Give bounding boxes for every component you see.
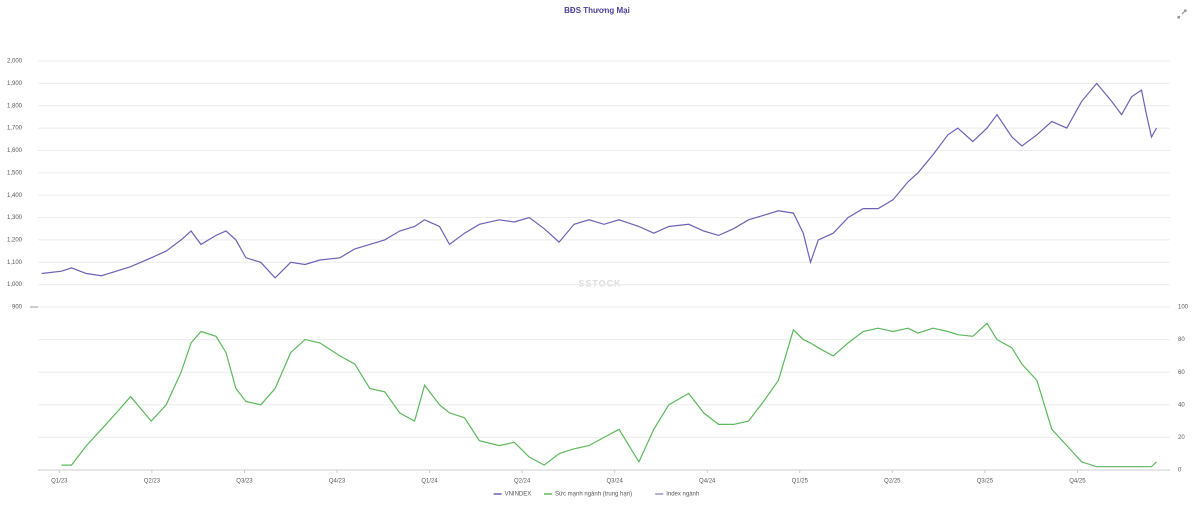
y-tick-label: 1,800 [7, 103, 23, 109]
y-tick-label: 1,600 [7, 148, 23, 154]
y2-tick-label: 100 [1178, 305, 1189, 311]
x-tick-label: Q2/23 [144, 479, 161, 485]
line-series [61, 322, 1157, 468]
legend-label: Sức mạnh ngành (trung hạn) [555, 492, 632, 498]
x-tick-label: Q2/24 [514, 479, 531, 485]
chart-title: BĐS Thương Mại [564, 6, 630, 15]
x-tick-label: Q4/25 [1069, 479, 1086, 485]
y-tick-label: 1,400 [7, 193, 23, 199]
legend-label: VNINDEX [505, 492, 532, 498]
y2-tick-label: 0 [1178, 468, 1182, 474]
y-tick-label: 2,000 [7, 59, 23, 65]
y2-tick-label: 20 [1178, 435, 1185, 441]
x-tick-label: Q2/25 [884, 479, 901, 485]
y-tick-label: 1,300 [7, 215, 23, 221]
y-tick-label: 1,700 [7, 126, 23, 132]
x-tick-label: Q3/25 [977, 479, 994, 485]
expand-icon[interactable] [1177, 9, 1187, 19]
x-tick-label: Q3/23 [236, 479, 253, 485]
y2-tick-label: 80 [1178, 337, 1185, 343]
legend-label: Index ngành [666, 492, 699, 498]
watermark: SSTOCK [578, 278, 621, 288]
x-tick-label: Q1/23 [51, 479, 68, 485]
x-tick-label: Q4/23 [329, 479, 346, 485]
y-tick-label: 1,500 [7, 170, 23, 176]
y2-tick-label: 60 [1178, 370, 1185, 376]
y-tick-label: 1,200 [7, 237, 23, 243]
y2-tick-label: 40 [1178, 402, 1185, 408]
x-tick-label: Q4/24 [699, 479, 716, 485]
y-tick-label: 900 [12, 305, 23, 311]
y-tick-label: 1,100 [7, 260, 23, 266]
x-tick-label: Q3/24 [606, 479, 623, 485]
x-tick-label: Q1/24 [421, 479, 438, 485]
y-tick-label: 1,900 [7, 81, 23, 87]
line-series [41, 82, 1158, 279]
y-tick-label: 1,000 [7, 282, 23, 288]
x-tick-label: Q1/25 [792, 479, 809, 485]
